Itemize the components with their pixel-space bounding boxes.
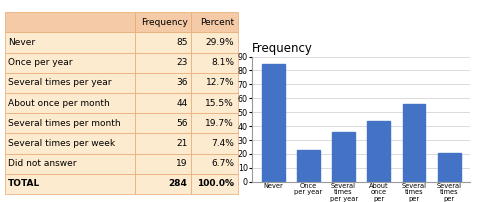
Text: 29.9%: 29.9% — [205, 38, 234, 47]
Text: Several times per week: Several times per week — [8, 139, 115, 148]
FancyBboxPatch shape — [5, 113, 135, 133]
FancyBboxPatch shape — [5, 93, 135, 113]
Text: 12.7%: 12.7% — [205, 78, 234, 87]
FancyBboxPatch shape — [135, 32, 191, 53]
Text: 19: 19 — [176, 159, 188, 168]
FancyBboxPatch shape — [191, 154, 238, 174]
FancyBboxPatch shape — [5, 53, 135, 73]
FancyBboxPatch shape — [191, 174, 238, 194]
FancyBboxPatch shape — [5, 12, 135, 32]
Text: Several times per year: Several times per year — [8, 78, 112, 87]
Text: 7.4%: 7.4% — [211, 139, 234, 148]
FancyBboxPatch shape — [5, 133, 135, 154]
FancyBboxPatch shape — [5, 73, 135, 93]
FancyBboxPatch shape — [191, 73, 238, 93]
Text: 44: 44 — [176, 99, 188, 107]
Text: Never: Never — [8, 38, 36, 47]
FancyBboxPatch shape — [135, 174, 191, 194]
Bar — [332, 132, 355, 182]
FancyBboxPatch shape — [135, 53, 191, 73]
Text: 284: 284 — [168, 179, 188, 188]
FancyBboxPatch shape — [5, 154, 135, 174]
FancyBboxPatch shape — [135, 133, 191, 154]
FancyBboxPatch shape — [191, 12, 238, 32]
FancyBboxPatch shape — [191, 32, 238, 53]
Text: 6.7%: 6.7% — [211, 159, 234, 168]
FancyBboxPatch shape — [135, 154, 191, 174]
Text: 85: 85 — [176, 38, 188, 47]
FancyBboxPatch shape — [5, 174, 135, 194]
Text: About once per month: About once per month — [8, 99, 110, 107]
Text: 36: 36 — [176, 78, 188, 87]
Text: Percent: Percent — [200, 18, 234, 27]
Text: Several times per month: Several times per month — [8, 119, 121, 128]
Text: Once per year: Once per year — [8, 58, 73, 67]
Bar — [438, 153, 461, 182]
Text: 100.0%: 100.0% — [197, 179, 234, 188]
Text: 56: 56 — [176, 119, 188, 128]
Bar — [403, 104, 425, 182]
FancyBboxPatch shape — [191, 133, 238, 154]
FancyBboxPatch shape — [5, 32, 135, 53]
Text: Did not answer: Did not answer — [8, 159, 77, 168]
Bar — [262, 63, 285, 182]
FancyBboxPatch shape — [135, 113, 191, 133]
Text: Frequency: Frequency — [141, 18, 188, 27]
FancyBboxPatch shape — [191, 113, 238, 133]
Text: 8.1%: 8.1% — [211, 58, 234, 67]
FancyBboxPatch shape — [135, 73, 191, 93]
Text: 19.7%: 19.7% — [205, 119, 234, 128]
Text: Frequency: Frequency — [252, 42, 313, 55]
FancyBboxPatch shape — [135, 93, 191, 113]
Text: 21: 21 — [176, 139, 188, 148]
Text: 23: 23 — [176, 58, 188, 67]
FancyBboxPatch shape — [191, 53, 238, 73]
Bar — [367, 121, 390, 182]
Text: TOTAL: TOTAL — [8, 179, 40, 188]
FancyBboxPatch shape — [135, 12, 191, 32]
FancyBboxPatch shape — [191, 93, 238, 113]
Bar — [297, 150, 320, 182]
Text: 15.5%: 15.5% — [205, 99, 234, 107]
